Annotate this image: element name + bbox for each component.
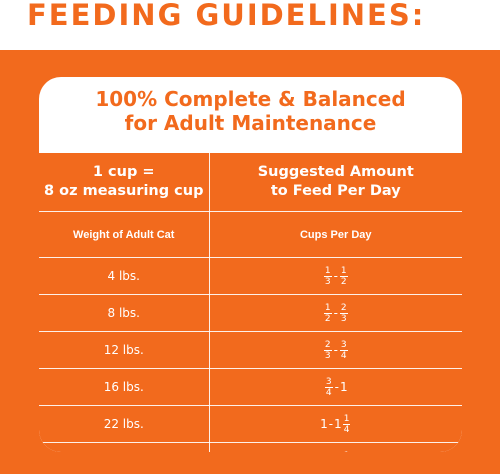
- fraction-denominator: 3: [340, 313, 347, 324]
- table-super-header-row: 1 cup = 8 oz measuring cup Suggested Amo…: [39, 153, 462, 212]
- table-row: 16 lbs. 3 4 -1: [39, 368, 462, 406]
- weight-cell: 22 lbs.: [39, 405, 210, 443]
- table-row: 4 lbs. 1 3-1 2: [39, 257, 462, 295]
- weight-cell: 4 lbs.: [39, 257, 210, 295]
- table-row: 12 lbs. 2 3-3 4: [39, 331, 462, 369]
- fraction-numerator: 1: [339, 265, 348, 277]
- table-row: 25 lbs.1-113: [39, 442, 462, 453]
- fraction-numerator: 1: [323, 302, 332, 314]
- weight-cell: 8 lbs.: [39, 294, 210, 332]
- whole-number: 1: [339, 379, 348, 394]
- fraction-denominator: 2: [324, 313, 331, 324]
- fraction-numerator: 3: [339, 339, 348, 351]
- card-title: 100% Complete & Balanced for Adult Maint…: [39, 87, 462, 135]
- suggested-amount-header: Suggested Amount to Feed Per Day: [209, 153, 462, 212]
- page-title: FEEDING GUIDELINES:: [27, 0, 426, 32]
- table-row: 22 lbs. 1-1 1 4: [39, 405, 462, 443]
- weight-cell: 12 lbs.: [39, 331, 210, 369]
- weight-cell: 25 lbs.: [39, 442, 210, 452]
- fraction-denominator: 4: [325, 387, 332, 398]
- table-row: 8 lbs. 1 2-2 3: [39, 294, 462, 332]
- fraction: 13: [343, 451, 351, 453]
- fraction-denominator: 3: [324, 350, 331, 361]
- fraction-denominator: 3: [324, 276, 331, 287]
- cups-cell: 1-1 1 4: [209, 405, 462, 443]
- fraction-numerator: 2: [339, 302, 348, 314]
- card-title-line-1: 100% Complete & Balanced: [95, 87, 406, 111]
- fraction-numerator: 1: [342, 413, 351, 425]
- whole-number: 1: [320, 416, 328, 431]
- feeding-card: 100% Complete & Balanced for Adult Maint…: [39, 77, 462, 452]
- range-separator: -: [333, 342, 338, 357]
- fraction-numerator: 2: [323, 339, 332, 351]
- range-separator: -: [333, 268, 338, 283]
- card-title-line-2: for Adult Maintenance: [124, 111, 377, 135]
- range-separator: -: [328, 416, 334, 431]
- fraction-numerator: 1: [343, 451, 351, 453]
- cups-cell: 3 4 -1: [209, 368, 462, 406]
- suggested-amount-line-2: to Feed Per Day: [270, 183, 401, 199]
- fraction-denominator: 4: [340, 350, 347, 361]
- table-column-header-row: Weight of Adult Cat Cups Per Day: [39, 211, 462, 258]
- cups-column-header: Cups Per Day: [209, 211, 462, 258]
- table-body: 4 lbs. 1 3-1 2 8 lbs. 1 2-2 3 12 lbs. 2 3-3 4 16 lbs…: [39, 257, 462, 453]
- cups-cell: 1-113: [209, 442, 462, 453]
- range-separator: -: [334, 379, 339, 394]
- range-separator: -: [333, 305, 338, 320]
- cup-measure-header: 1 cup = 8 oz measuring cup: [39, 153, 210, 212]
- fraction-denominator: 4: [343, 424, 350, 435]
- cup-measure-line-2: 8 oz measuring cup: [44, 183, 204, 199]
- suggested-amount-line-1: Suggested Amount: [257, 164, 414, 180]
- feeding-table: 1 cup = 8 oz measuring cup Suggested Amo…: [39, 153, 462, 452]
- weight-cell: 16 lbs.: [39, 368, 210, 406]
- fraction-numerator: 3: [324, 376, 333, 388]
- weight-column-header: Weight of Adult Cat: [39, 211, 210, 258]
- fraction-denominator: 2: [340, 276, 347, 287]
- cup-measure-line-1: 1 cup =: [92, 164, 155, 180]
- fraction-numerator: 1: [323, 265, 332, 277]
- whole-number: 1: [334, 416, 342, 431]
